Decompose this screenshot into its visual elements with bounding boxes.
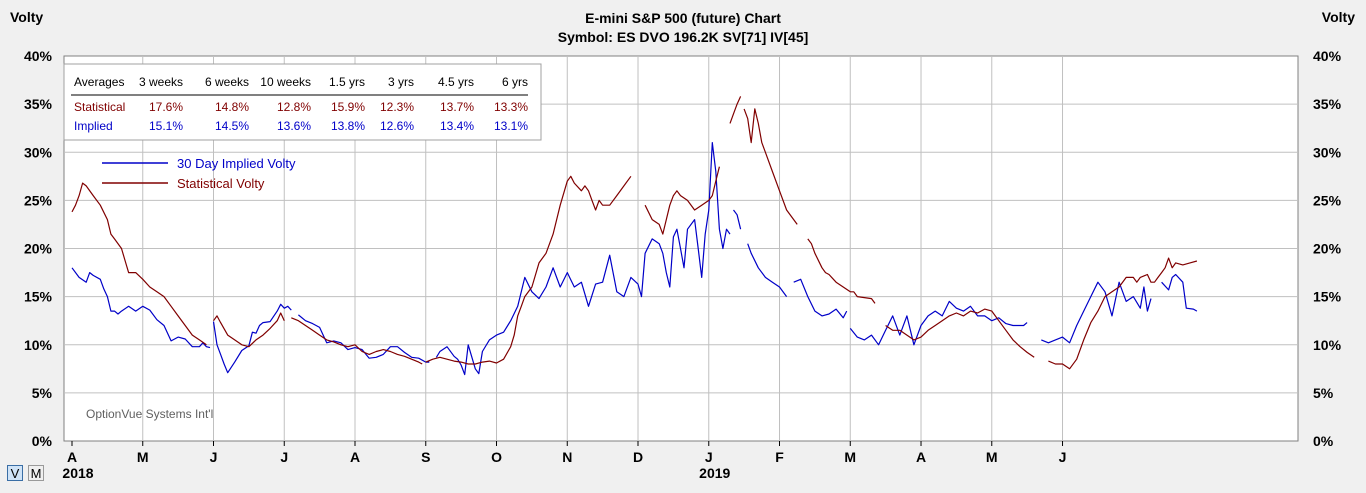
table-cell: 12.3% [380,100,414,114]
table-header-cell: 10 weeks [260,75,311,89]
implied-volty-line [1161,273,1198,312]
x-tick-label: M [844,449,856,465]
implied-volty-line [733,209,742,230]
chart-title: E-mini S&P 500 (future) Chart [585,10,781,26]
implied-volty-line [298,314,430,363]
implied-volty-line [793,278,848,319]
implied-volty-line [1041,281,1152,344]
statistical-volty-line [743,108,798,225]
statistical-volty-line [644,166,720,235]
y-tick-label-right: 35% [1313,96,1342,112]
watermark: OptionVue Systems Int'l [86,407,213,421]
statistical-volty-line [291,317,423,365]
table-header-cell: 6 yrs [502,75,528,89]
y-tick-label-left: 30% [24,144,53,160]
y-tick-label-right: 5% [1313,385,1334,401]
y-tick-label-left: 0% [32,433,53,449]
table-cell: 13.3% [494,100,528,114]
y-tick-label-right: 0% [1313,433,1334,449]
y-axis-label-left: Volty [10,9,43,25]
y-tick-label-right: 10% [1313,337,1342,353]
implied-volty-line [212,303,292,374]
x-tick-label: A [916,449,926,465]
x-tick-label: J [280,449,288,465]
y-tick-label-left: 25% [24,192,53,208]
x-tick-label: J [1059,449,1067,465]
statistical-volty-line [729,96,742,124]
x-year-label: 2019 [699,465,730,481]
x-tick-label: O [491,449,502,465]
table-header-cell: 1.5 yrs [329,75,365,89]
y-tick-label-right: 20% [1313,241,1342,257]
legend-statistical-label: Statistical Volty [177,176,265,191]
x-tick-label: D [633,449,643,465]
statistical-volty-line [213,312,285,348]
x-tick-label: A [67,449,77,465]
x-tick-label: J [210,449,218,465]
implied-volty-line [435,142,731,376]
y-tick-label-left: 5% [32,385,53,401]
x-year-label: 2018 [62,465,93,481]
statistical-volty-line [807,238,876,304]
table-cell: 12.6% [380,119,414,133]
table-row-label: Implied [74,119,113,133]
y-tick-label-left: 40% [24,48,53,64]
y-tick-label-right: 15% [1313,289,1342,305]
y-tick-label-left: 15% [24,289,53,305]
y-tick-label-left: 35% [24,96,53,112]
table-header-cell: 3 weeks [139,75,183,89]
y-tick-label-left: 10% [24,337,53,353]
chart-subtitle: Symbol: ES DVO 196.2K SV[71] IV[45] [558,29,809,45]
x-tick-label: S [421,449,430,465]
y-axis-label-right: Volty [1322,9,1355,25]
table-cell: 17.6% [149,100,183,114]
y-tick-label-right: 25% [1313,192,1342,208]
implied-volty-line [849,300,1028,346]
x-tick-label: A [350,449,360,465]
volatility-view-button[interactable]: V [7,465,23,481]
statistical-volty-line [885,308,1035,358]
table-header-cell: 3 yrs [388,75,414,89]
table-row-label: Statistical [74,100,125,114]
legend-implied-label: 30 Day Implied Volty [177,156,296,171]
y-tick-label-right: 40% [1313,48,1342,64]
x-tick-label: M [986,449,998,465]
table-cell: 15.9% [331,100,365,114]
averages-table: Averages 3 weeks 6 weeks 10 weeks 1.5 yrs 3 y… [63,63,542,141]
table-header-cell: 4.5 yrs [438,75,474,89]
y-tick-label-left: 20% [24,241,53,257]
x-tick-label: N [562,449,572,465]
table-cell: 12.8% [277,100,311,114]
table-cell: 13.8% [331,119,365,133]
legend: 30 Day Implied Volty Statistical Volty [102,156,296,191]
table-header-cell: Averages [74,75,124,89]
x-tick-label: F [775,449,784,465]
table-cell: 14.5% [215,119,249,133]
table-cell: 13.4% [440,119,474,133]
implied-volty-line [71,267,211,349]
x-tick-label: M [137,449,149,465]
table-cell: 14.8% [215,100,249,114]
table-cell: 13.6% [277,119,311,133]
table-header-cell: 6 weeks [205,75,249,89]
x-tick-label: J [705,449,713,465]
statistical-volty-line [71,182,207,346]
table-cell: 13.1% [494,119,528,133]
m-view-button[interactable]: M [28,465,44,481]
y-tick-label-right: 30% [1313,144,1342,160]
averages-table-box [63,63,542,141]
statistical-volty-line [1048,257,1198,370]
table-cell: 15.1% [149,119,183,133]
table-cell: 13.7% [440,100,474,114]
implied-volty-line [747,243,788,297]
statistical-volty-line [425,175,632,365]
